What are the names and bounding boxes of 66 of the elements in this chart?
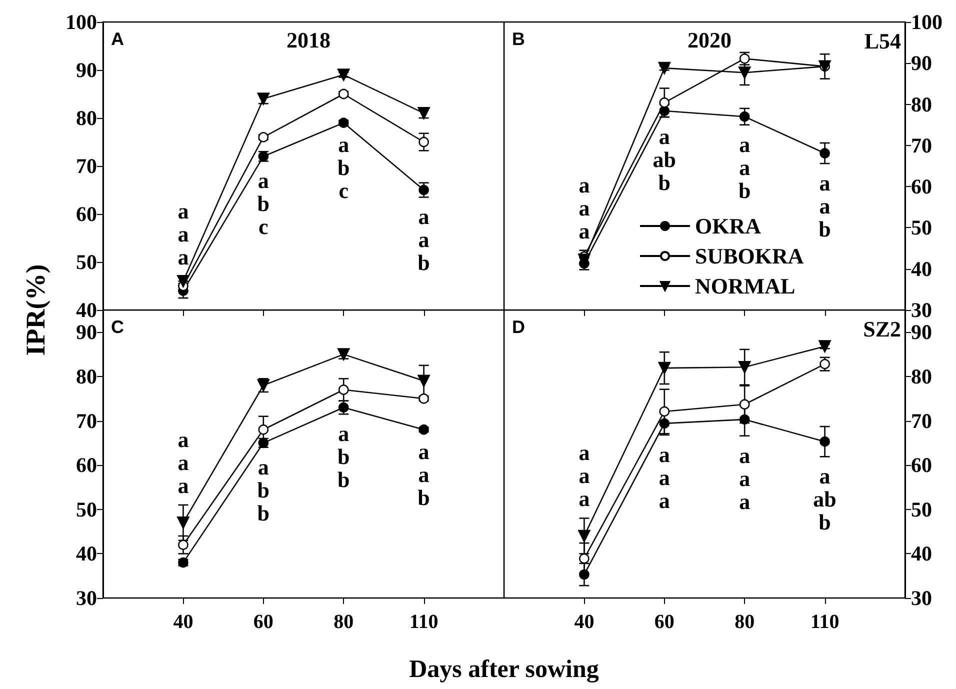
y-tick-label: 50 [911, 497, 932, 522]
y-tick-label: 60 [76, 453, 97, 478]
y-tick-label: 90 [911, 51, 932, 76]
annotation: a b b [257, 454, 270, 526]
annotation: a ab b [813, 464, 836, 535]
annotation: C [111, 317, 124, 337]
annotation: a b c [337, 132, 350, 204]
annotation: a a a [578, 172, 590, 244]
annotation: B [512, 29, 525, 49]
chart-title: 2020 [688, 28, 732, 52]
annotation: SZ2 [863, 316, 902, 342]
annotation: A [111, 29, 124, 49]
y-tick-label: 80 [76, 364, 97, 388]
annotation: a a a [178, 426, 189, 498]
chart-title: 2018 [286, 28, 330, 52]
y-tick-label: 60 [911, 453, 932, 478]
y-tick-label: 50 [76, 497, 97, 522]
x-tick-label: 40 [173, 611, 194, 633]
x-tick-label: 60 [253, 611, 274, 633]
y-tick-label: 70 [911, 408, 932, 433]
legend-label: NORMAL [695, 274, 796, 298]
y-tick-label: 70 [911, 133, 932, 158]
x-tick-label: 110 [409, 611, 438, 633]
x-tick-label: 80 [734, 611, 755, 633]
x-tick-label: 80 [334, 611, 354, 633]
y-tick-label: 90 [911, 320, 932, 344]
annotation: a b c [257, 168, 270, 240]
annotation: D [512, 317, 525, 337]
y-tick-label: 90 [76, 320, 97, 344]
annotation: a a b [418, 438, 430, 510]
annotation: a a a [658, 442, 670, 513]
y-tick-label: 90 [76, 58, 97, 82]
x-tick-label: 60 [654, 611, 674, 633]
y-tick-label: 40 [911, 256, 932, 281]
annotation: a a b [418, 204, 430, 276]
annotation: L54 [864, 28, 902, 54]
legend-label: SUBOKRA [695, 244, 804, 268]
annotation: a a a [739, 442, 750, 514]
x-axis-title: Days after sowing [409, 656, 599, 684]
y-tick-label: 60 [911, 174, 932, 199]
y-tick-label: 50 [911, 216, 932, 240]
x-tick-label: 110 [810, 611, 840, 633]
y-tick-label: 80 [911, 364, 932, 388]
x-tick-label: 40 [574, 611, 594, 633]
y-tick-label: 40 [76, 298, 97, 322]
y-tick-label: 80 [911, 92, 932, 116]
annotation: a a b [818, 170, 831, 242]
y-tick-label: 40 [76, 542, 97, 566]
y-axis-title: IPR(%) [20, 264, 52, 356]
annotation: a a a [178, 198, 189, 270]
y-tick-label: 100 [911, 10, 942, 34]
y-tick-label: 70 [76, 408, 97, 433]
y-tick-label: 100 [66, 10, 97, 34]
y-tick-label: 80 [76, 106, 97, 130]
annotation: a ab b [652, 124, 676, 196]
annotation: a a b [738, 132, 751, 203]
annotation: a a a [578, 440, 590, 512]
y-tick-label: 50 [76, 250, 97, 274]
y-tick-label: 30 [76, 586, 97, 610]
y-tick-label: 40 [911, 542, 932, 566]
y-tick-label: 30 [911, 586, 932, 610]
y-tick-label: 60 [76, 202, 97, 226]
y-tick-label: 30 [911, 298, 932, 322]
y-tick-label: 70 [76, 154, 97, 178]
legend-label: OKRA [695, 214, 762, 238]
annotation: a b b [337, 421, 350, 492]
